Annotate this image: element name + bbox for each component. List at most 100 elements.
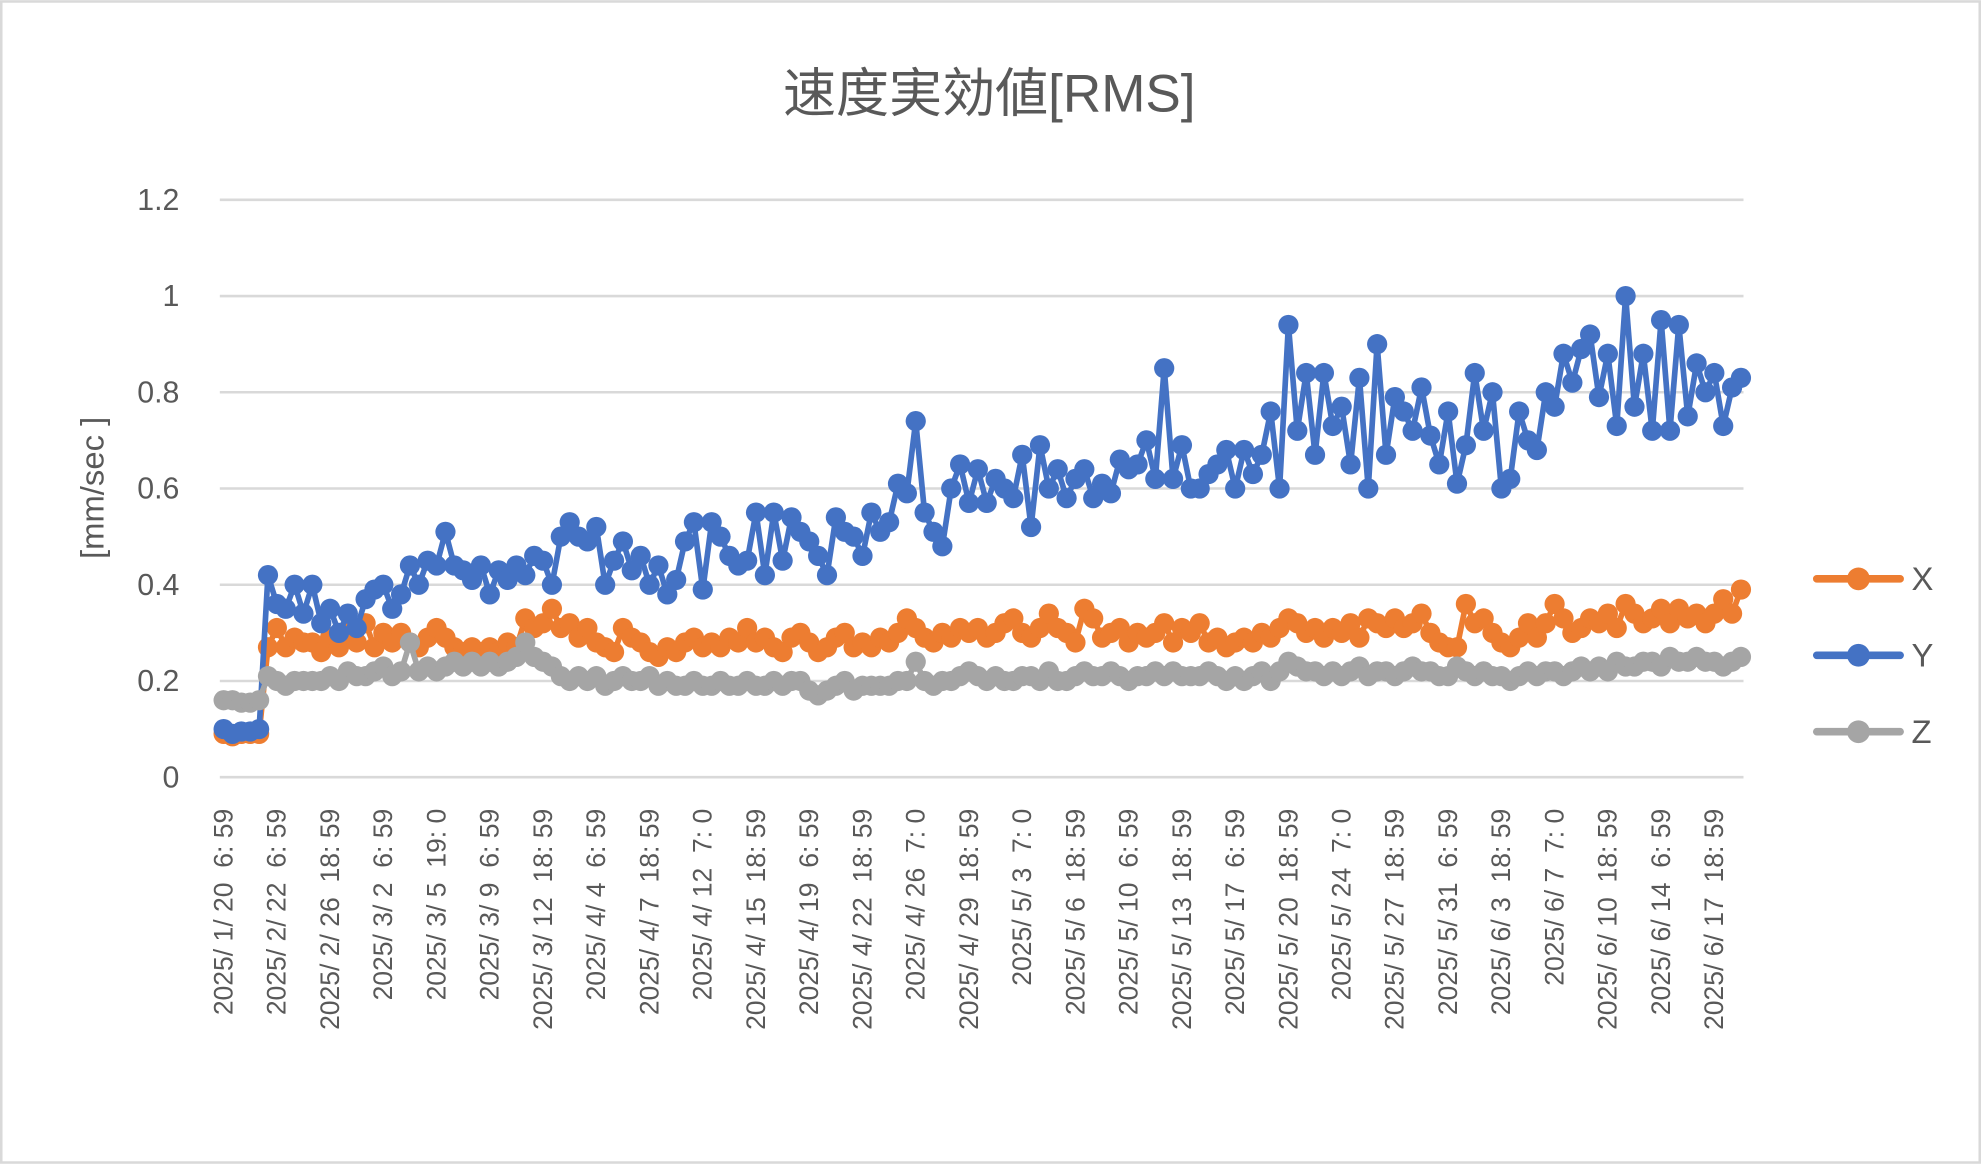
x-tick-label: 2025/ 5/ 31 6: 59 [1433,809,1463,1015]
data-point-y [1375,444,1397,465]
data-point-x [737,617,758,639]
data-point-x [1411,603,1432,624]
data-point-y [745,502,767,523]
data-point-y [754,565,775,586]
data-point-y [1349,367,1370,388]
data-point-x [311,641,332,663]
series-y [213,285,1752,744]
data-point-y [1438,401,1459,422]
data-point-y [1509,401,1530,422]
data-point-y [1588,386,1610,408]
data-point-z [1730,646,1752,668]
data-point-x [1535,613,1556,634]
data-point-y [1003,488,1024,509]
data-point-x [1509,627,1530,648]
data-point-x [603,641,625,663]
data-point-y [515,565,536,586]
data-point-y [657,584,678,605]
data-point-x [266,617,287,639]
data-point-y [382,598,403,619]
series-x [213,579,1752,747]
data-point-y [1659,420,1681,441]
data-point-y [1296,362,1317,384]
data-point-x [1526,627,1547,648]
x-tick-label: 2025/ 5/ 6 18: 59 [1060,809,1090,1015]
data-point-y [1358,478,1379,499]
data-point-y [461,569,483,591]
data-point-x [346,632,367,653]
data-point-x [728,632,749,653]
data-point-y [905,411,926,432]
data-point-y [1473,420,1494,441]
x-tick-label: 2025/ 4/ 7 18: 59 [634,809,664,1015]
data-point-y [1393,401,1414,422]
data-point-y [1624,396,1645,417]
data-point-y [896,483,917,504]
data-point-x [1189,613,1210,634]
x-tick-label: 2025/ 6/ 3 18: 59 [1486,809,1516,1015]
data-point-y [390,584,412,605]
data-point-y [1171,435,1193,456]
data-point-y [337,603,358,624]
data-point-x [1340,613,1361,634]
data-point-y [1162,468,1184,489]
data-point-x [1606,617,1627,639]
data-point-y [666,569,687,591]
legend: X Y Z [1812,560,1934,750]
data-point-y [674,531,696,552]
data-point-y [808,545,829,566]
data-point-y [1402,420,1423,441]
x-tick-label: 2025/ 6/ 7 7: 0 [1539,809,1569,986]
data-point-y [1260,401,1281,422]
data-point-x [1659,613,1681,634]
data-point-y [710,526,731,547]
x-tick-label: 2025/ 6/ 17 18: 59 [1699,809,1729,1030]
data-point-x [1544,593,1565,615]
data-point-y [1580,324,1601,345]
data-point-y [612,531,634,552]
data-point-y [1411,377,1432,398]
data-point-y [648,555,669,576]
data-point-x [577,617,598,639]
data-point-y [1367,334,1388,355]
data-point-y [399,555,421,576]
legend-item-x: X [1812,560,1934,597]
data-point-y [967,459,988,480]
data-point-y [346,617,367,639]
data-point-y [275,598,296,619]
legend-marker-icon [1847,720,1870,744]
data-point-y [1056,488,1077,509]
data-point-x [1704,603,1725,624]
data-point-y [1500,468,1521,489]
data-point-x [559,613,580,634]
data-point-y [408,574,429,595]
data-point-x [1455,593,1476,615]
data-point-y [1216,439,1237,461]
x-tick-label: 2025/ 4/ 19 6: 59 [794,809,824,1015]
data-point-x [887,622,909,643]
legend-marker-icon [1847,567,1870,591]
data-point-y [772,550,793,571]
x-tick-label: 2025/ 5/ 17 6: 59 [1220,809,1250,1015]
y-tick-label: 0 [163,761,180,794]
data-point-y [1322,415,1343,437]
data-point-y [1225,478,1246,499]
data-point-x [1029,617,1051,639]
data-point-y [816,565,838,586]
series-z [213,632,1752,713]
data-point-y [1571,338,1592,360]
y-tick-label: 0.2 [137,665,179,698]
data-point-y [1535,382,1556,403]
legend-label: Y [1912,637,1934,674]
data-point-y [319,598,341,619]
data-point-y [861,502,882,523]
legend-item-y: Y [1812,637,1934,674]
y-axis-label: [mm/sec ] [74,417,111,559]
data-point-y [923,521,944,542]
data-point-y [1269,478,1290,499]
data-point-y [595,574,616,595]
data-point-y [737,550,758,571]
data-point-y [1207,454,1228,475]
legend-label: X [1912,560,1934,597]
data-point-y [1074,459,1095,480]
